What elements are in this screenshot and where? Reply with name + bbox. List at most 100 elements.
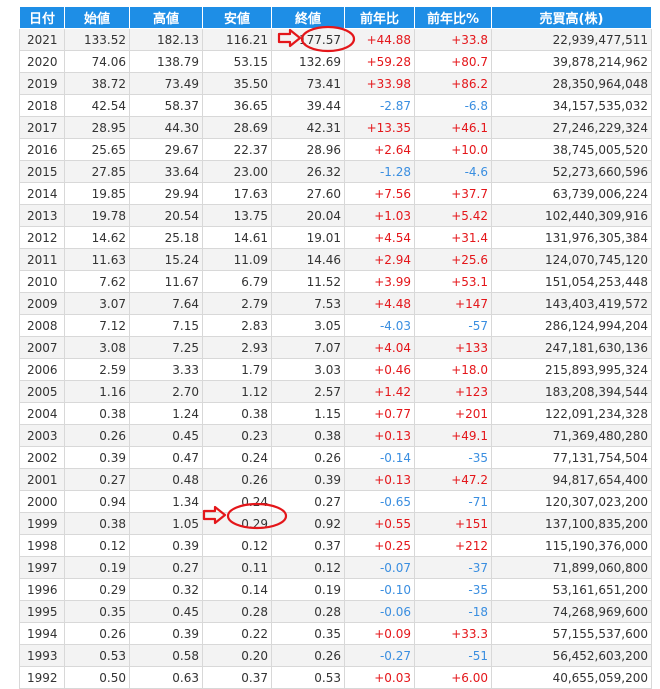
cell-low: 2.79 <box>202 292 272 315</box>
cell-high: 0.45 <box>129 600 203 623</box>
cell-volume: 143,403,419,572 <box>491 292 652 315</box>
cell-change: -0.14 <box>344 446 415 469</box>
cell-change: +59.28 <box>344 50 415 73</box>
table-row: 2000 0.94 1.34 0.24 0.27 -0.65 -71 120,307,023,… <box>19 490 652 513</box>
cell-change-pct: +6.00 <box>414 666 492 689</box>
cell-open: 0.53 <box>64 644 130 667</box>
cell-low: 53.15 <box>202 50 272 73</box>
table-row: 2001 0.27 0.48 0.26 0.39 +0.13 +47.2 94,817,654… <box>19 468 652 491</box>
cell-high: 29.94 <box>129 182 203 205</box>
cell-open: 0.38 <box>64 512 130 535</box>
cell-change: +1.42 <box>344 380 415 403</box>
cell-low: 0.20 <box>202 644 272 667</box>
cell-date: 1994 <box>19 622 65 645</box>
cell-volume: 22,939,477,511 <box>491 28 652 51</box>
cell-open: 0.19 <box>64 556 130 579</box>
cell-open: 19.78 <box>64 204 130 227</box>
cell-change-pct: -18 <box>414 600 492 623</box>
table-row: 2021 133.52 182.13 116.21 177.57 +44.88 +33.8 2… <box>19 28 652 51</box>
table-row: 1994 0.26 0.39 0.22 0.35 +0.09 +33.3 57,155,537… <box>19 622 652 645</box>
cell-change: +0.13 <box>344 468 415 491</box>
cell-low: 13.75 <box>202 204 272 227</box>
header-high: 高値 <box>129 6 203 29</box>
cell-open: 1.16 <box>64 380 130 403</box>
cell-low: 11.09 <box>202 248 272 271</box>
cell-close: 20.04 <box>271 204 345 227</box>
cell-open: 0.35 <box>64 600 130 623</box>
table-row: 2020 74.06 138.79 53.15 132.69 +59.28 +80.7 39,… <box>19 50 652 73</box>
header-open: 始値 <box>64 6 130 29</box>
cell-change: +2.94 <box>344 248 415 271</box>
cell-change-pct: +33.8 <box>414 28 492 51</box>
cell-date: 2007 <box>19 336 65 359</box>
cell-date: 2010 <box>19 270 65 293</box>
cell-date: 2005 <box>19 380 65 403</box>
cell-change: +44.88 <box>344 28 415 51</box>
cell-change-pct: -57 <box>414 314 492 337</box>
cell-change-pct: -4.6 <box>414 160 492 183</box>
cell-close: 7.53 <box>271 292 345 315</box>
cell-close: 0.19 <box>271 578 345 601</box>
header-low: 安値 <box>202 6 272 29</box>
cell-open: 0.27 <box>64 468 130 491</box>
cell-volume: 183,208,394,544 <box>491 380 652 403</box>
cell-date: 2002 <box>19 446 65 469</box>
cell-date: 2015 <box>19 160 65 183</box>
cell-high: 7.64 <box>129 292 203 315</box>
cell-change-pct: +5.42 <box>414 204 492 227</box>
cell-change-pct: +212 <box>414 534 492 557</box>
cell-volume: 151,054,253,448 <box>491 270 652 293</box>
cell-close: 28.96 <box>271 138 345 161</box>
cell-open: 74.06 <box>64 50 130 73</box>
cell-change-pct: -37 <box>414 556 492 579</box>
cell-change-pct: +31.4 <box>414 226 492 249</box>
cell-close: 0.92 <box>271 512 345 535</box>
cell-change: +7.56 <box>344 182 415 205</box>
cell-change: +33.98 <box>344 72 415 95</box>
table-row: 2007 3.08 7.25 2.93 7.07 +4.04 +133 247,181,630… <box>19 336 652 359</box>
cell-change: +0.13 <box>344 424 415 447</box>
header-date: 日付 <box>19 6 65 29</box>
cell-low: 2.93 <box>202 336 272 359</box>
cell-volume: 40,655,059,200 <box>491 666 652 689</box>
cell-date: 1998 <box>19 534 65 557</box>
cell-volume: 71,369,480,280 <box>491 424 652 447</box>
cell-low: 0.26 <box>202 468 272 491</box>
cell-close: 73.41 <box>271 72 345 95</box>
cell-open: 27.85 <box>64 160 130 183</box>
cell-volume: 122,091,234,328 <box>491 402 652 425</box>
annual-price-table: 日付 始値 高値 安値 終値 前年比 前年比% 売買高(株) 2021 133.5… <box>19 6 652 689</box>
cell-low: 36.65 <box>202 94 272 117</box>
cell-open: 19.85 <box>64 182 130 205</box>
cell-close: 19.01 <box>271 226 345 249</box>
cell-change-pct: -35 <box>414 446 492 469</box>
cell-high: 0.32 <box>129 578 203 601</box>
table-row: 1997 0.19 0.27 0.11 0.12 -0.07 -37 71,899,060,8… <box>19 556 652 579</box>
cell-close: 0.12 <box>271 556 345 579</box>
cell-change-pct: +53.1 <box>414 270 492 293</box>
cell-volume: 94,817,654,400 <box>491 468 652 491</box>
cell-high: 2.70 <box>129 380 203 403</box>
cell-open: 0.38 <box>64 402 130 425</box>
cell-high: 0.39 <box>129 622 203 645</box>
cell-change: -0.07 <box>344 556 415 579</box>
cell-change-pct: +147 <box>414 292 492 315</box>
cell-change-pct: +18.0 <box>414 358 492 381</box>
cell-close: 3.03 <box>271 358 345 381</box>
cell-close: 0.35 <box>271 622 345 645</box>
cell-change: -0.65 <box>344 490 415 513</box>
cell-open: 0.39 <box>64 446 130 469</box>
cell-volume: 27,246,229,324 <box>491 116 652 139</box>
cell-change-pct: +46.1 <box>414 116 492 139</box>
cell-close: 11.52 <box>271 270 345 293</box>
cell-close: 39.44 <box>271 94 345 117</box>
cell-volume: 28,350,964,048 <box>491 72 652 95</box>
table-row: 2003 0.26 0.45 0.23 0.38 +0.13 +49.1 71,369,480… <box>19 424 652 447</box>
table-row: 2013 19.78 20.54 13.75 20.04 +1.03 +5.42 102,44… <box>19 204 652 227</box>
cell-date: 1992 <box>19 666 65 689</box>
cell-low: 0.38 <box>202 402 272 425</box>
table-row: 2009 3.07 7.64 2.79 7.53 +4.48 +147 143,403,419… <box>19 292 652 315</box>
cell-volume: 137,100,835,200 <box>491 512 652 535</box>
cell-high: 0.58 <box>129 644 203 667</box>
cell-high: 0.63 <box>129 666 203 689</box>
